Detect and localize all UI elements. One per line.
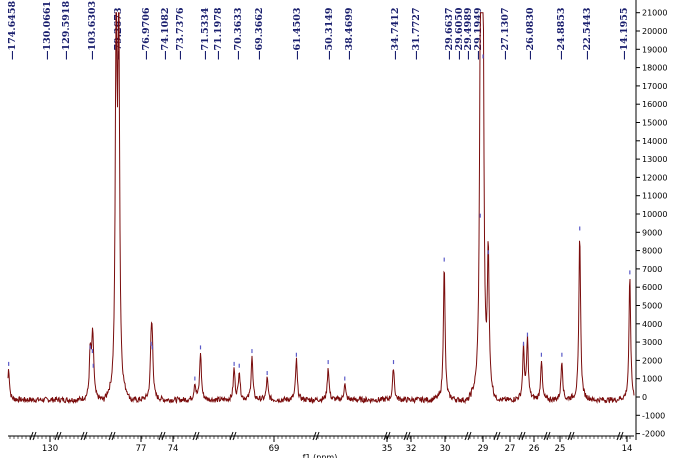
- y-tick-label: -2000: [642, 430, 665, 439]
- y-tick-label: 4000: [642, 320, 662, 329]
- peak-label: —73.7376: [175, 7, 186, 60]
- x-tick-label: 27: [505, 444, 516, 454]
- x-tick-label: 26: [529, 444, 540, 454]
- peak-label: —70.3633: [233, 8, 244, 60]
- y-tick-label: 5000: [642, 302, 662, 311]
- axis-break-mark: [403, 431, 411, 441]
- x-tick-label: 32: [406, 444, 417, 454]
- y-tick-label: 6000: [642, 283, 662, 292]
- y-tick-label: 3000: [642, 338, 662, 347]
- peak-label: —61.4503: [292, 8, 303, 60]
- y-tick-label: 12000: [642, 173, 667, 182]
- y-tick-label: 16000: [642, 100, 667, 109]
- x-tick-label: 35: [382, 444, 393, 454]
- x-axis-title: f1 (ppm): [303, 453, 338, 458]
- axis-break-mark: [493, 431, 501, 441]
- peak-label: —31.7727: [411, 8, 422, 60]
- peak-label: —71.1978: [213, 7, 224, 60]
- x-tick-label: 74: [168, 444, 179, 454]
- axis-break-mark: [108, 431, 116, 441]
- y-tick-label: 17000: [642, 82, 667, 91]
- y-tick-label: 9000: [642, 228, 662, 237]
- axis-break-mark: [229, 431, 237, 441]
- x-tick-label: 29: [478, 444, 489, 454]
- axis-break-mark: [616, 431, 624, 441]
- peak-label: —14.1955: [619, 8, 630, 60]
- y-tick-label: 13000: [642, 155, 667, 164]
- y-tick-label: 19000: [642, 45, 667, 54]
- axis-break-mark: [192, 431, 200, 441]
- peak-label: —34.7412: [390, 8, 401, 60]
- y-tick-label: 18000: [642, 64, 667, 73]
- peak-label: —29.1949: [473, 7, 484, 60]
- axis-break-mark: [158, 431, 166, 441]
- peak-label: —26.0830: [525, 7, 536, 60]
- axis-break-mark: [80, 431, 88, 441]
- y-axis: -2000 -1000 0 1000 2000 3000 4000 5000 6000 7000 8…: [635, 0, 667, 440]
- peak-label: —129.5918: [61, 1, 72, 60]
- peak-label: —38.4699: [344, 7, 355, 60]
- peak-label: —29.4989: [463, 7, 474, 60]
- y-tick-label: 15000: [642, 119, 667, 128]
- axis-break-mark: [312, 431, 320, 441]
- peak-label: —74.1082: [160, 8, 171, 60]
- peak-label: —130.0661: [42, 1, 53, 60]
- y-tick-label: 20000: [642, 27, 667, 36]
- x-tick-label: 130: [42, 444, 58, 454]
- axis-break-mark: [567, 431, 575, 441]
- axis-break-mark: [518, 431, 526, 441]
- y-tick-label: 8000: [642, 247, 662, 256]
- axis-break-mark: [464, 431, 472, 441]
- peak-label: —103.6303: [87, 1, 98, 60]
- y-tick-label: 21000: [642, 9, 667, 18]
- x-axis: 130 77 74 69 35 32 30 29 27 26 25 14 f1 (ppm): [8, 431, 634, 458]
- peak-label: —174.6458: [7, 1, 18, 60]
- peak-label: —22.5443: [582, 8, 593, 60]
- y-tick-label: 2000: [642, 356, 662, 365]
- peak-label: —24.8853: [556, 8, 567, 60]
- y-tick-label: 7000: [642, 265, 662, 274]
- y-tick-label: 1000: [642, 375, 662, 384]
- peak-label: —76.9706: [141, 7, 152, 60]
- peak-label: —69.3662: [254, 8, 265, 60]
- axis-break-mark: [54, 431, 62, 441]
- spectrum-line: [7, 12, 635, 405]
- x-tick-label: 25: [555, 444, 566, 454]
- peak-label: —27.1307: [500, 8, 511, 60]
- spectrum-layer: [7, 12, 635, 405]
- y-tick-label: 0: [642, 393, 647, 402]
- peak-label: —50.3149: [324, 7, 335, 60]
- axis-break-mark: [543, 431, 551, 441]
- x-tick-label: 14: [622, 444, 633, 454]
- x-tick-label: 30: [440, 444, 451, 454]
- x-tick-label: 69: [269, 444, 280, 454]
- peak-label: —29.6050: [454, 7, 465, 60]
- y-tick-label: 14000: [642, 137, 667, 146]
- y-tick-label: -1000: [642, 411, 665, 420]
- y-tick-label: 11000: [642, 192, 667, 201]
- y-tick-label: 10000: [642, 210, 667, 219]
- x-tick-label: 77: [136, 444, 147, 454]
- peak-label-layer: —174.6458 —130.0661 —129.5918 —103.6303 —79.…: [7, 1, 630, 60]
- peak-label: —71.5334: [200, 7, 211, 60]
- peak-label: —29.6637: [444, 8, 455, 60]
- axis-break-mark: [29, 431, 37, 441]
